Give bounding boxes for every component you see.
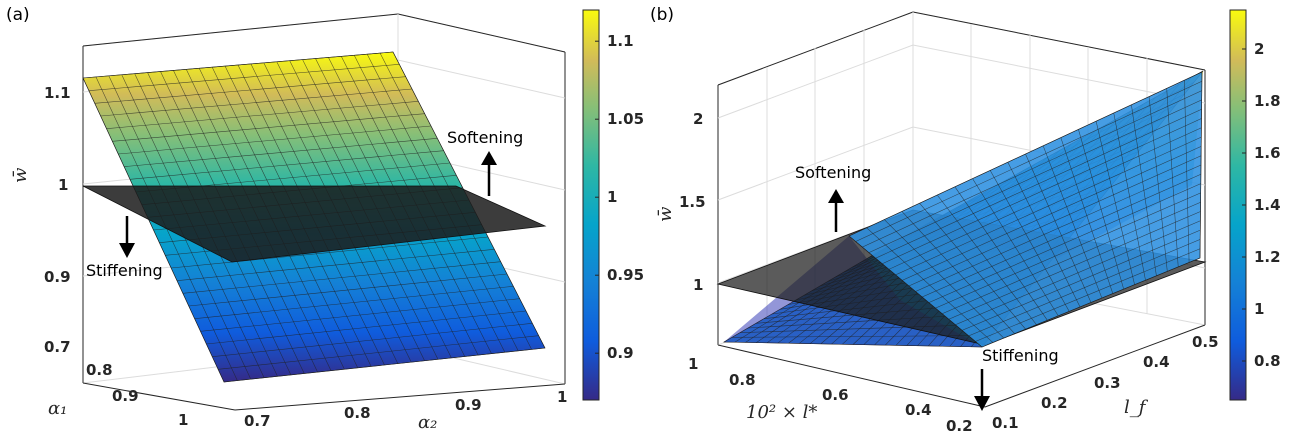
panel-b-x-tick: 0.5 <box>1192 333 1219 351</box>
stiffening-arrow-head <box>974 396 990 411</box>
panel-a: (a) 1.1 <box>6 5 644 433</box>
panel-b-x-tick: 0.3 <box>1094 374 1121 392</box>
panel-a-y-label: α₁ <box>48 398 67 419</box>
panel-b-label: (b) <box>650 5 674 25</box>
mesh-line <box>1199 71 1203 259</box>
panel-b-y-tick: 0.8 <box>729 371 756 389</box>
panel-a-x-label: α₂ <box>418 412 437 433</box>
panel-b-surface-mesh-front <box>848 71 1203 348</box>
mesh-line <box>1131 104 1157 276</box>
mesh-line <box>1007 162 1081 308</box>
mesh-line <box>1060 137 1114 294</box>
panel-a-colorbar: 0.9 0.95 1 1.05 1.1 <box>582 9 644 401</box>
colorbar-tick-label: 1.8 <box>1254 92 1281 110</box>
mesh-line <box>866 227 994 343</box>
mesh-line <box>1042 145 1103 299</box>
panel-a-stiffening-annotation: Stiffening <box>86 216 163 280</box>
panel-b-z-ticks: 1 1.5 2 <box>679 110 706 294</box>
mesh-line <box>1148 96 1168 272</box>
panel-b-y-tick: 0.4 <box>905 401 932 419</box>
panel-b-x-ticks: 0.1 0.2 0.3 0.4 0.5 <box>992 333 1219 432</box>
panel-b-y-tick: 0.6 <box>822 386 849 404</box>
colorbar-tick-label: 2 <box>1254 40 1264 58</box>
panel-a-x-tick: 0.7 <box>244 412 271 430</box>
mesh-line <box>82 77 225 383</box>
panel-a-y-tick: 1 <box>178 411 188 429</box>
mesh-line <box>1113 112 1146 281</box>
colorbar-tick-label: 0.8 <box>1254 352 1281 370</box>
panel-a-x-tick: 1 <box>557 388 567 406</box>
panel-a-x-tick: 0.9 <box>455 396 482 414</box>
mesh-line <box>937 194 1037 325</box>
colorbar-tick-label: 1.05 <box>607 110 644 128</box>
panel-a-reference-plane <box>82 185 547 263</box>
colorbar-tick-label: 1.1 <box>607 32 634 50</box>
mesh-line <box>1184 80 1190 263</box>
panel-b-y-tick: 0.2 <box>946 417 973 434</box>
mesh-line <box>1025 153 1092 303</box>
panel-a-y-tick: 0.9 <box>112 387 139 405</box>
colorbar-tick-label: 0.95 <box>607 266 644 284</box>
mesh-line <box>1078 129 1124 290</box>
panel-b-y-label: 10² × l* <box>746 402 817 423</box>
colorbar-tick-label: 0.9 <box>607 344 634 362</box>
softening-arrow-head <box>481 151 497 165</box>
panel-a-y-tick: 0.7 <box>44 338 71 356</box>
panel-a-softening-annotation: Softening <box>447 128 523 196</box>
mesh-line <box>954 186 1048 321</box>
panel-a-stiffening-label: Stiffening <box>86 261 163 280</box>
mesh-line <box>884 219 1004 339</box>
panel-a-colorbar-bar <box>582 9 600 401</box>
colorbar-tick-label: 1.6 <box>1254 144 1281 162</box>
panel-b-softening-label: Softening <box>795 163 871 182</box>
colorbar-tick-label: 1 <box>1254 300 1264 318</box>
panel-b-colorbar: 0.8 1 1.2 1.4 1.6 1.8 2 <box>1229 9 1281 401</box>
stiffening-arrow-head <box>119 243 135 258</box>
panel-a-x-ticks: 0.7 0.8 0.9 1 <box>244 388 567 430</box>
panel-a-colorbar-ticks: 0.9 0.95 1 1.05 1.1 <box>595 32 644 362</box>
panel-b-x-label: l_f <box>1124 397 1149 418</box>
colorbar-tick-label: 1.2 <box>1254 248 1281 266</box>
panel-b-x-tick: 0.2 <box>1041 394 1068 412</box>
panel-b: (b) <box>650 5 1281 434</box>
mesh-line <box>848 235 983 348</box>
mesh-line <box>972 178 1059 316</box>
panel-a-z-label: w̄ <box>10 167 31 183</box>
mesh-line <box>919 203 1026 330</box>
panel-b-stiffening-annotation: Stiffening <box>974 346 1059 411</box>
mesh-line <box>1095 121 1135 285</box>
panel-a-z-ticks: 1.1 1 0.9 <box>44 84 71 286</box>
panel-b-z-tick: 1.5 <box>679 193 706 211</box>
colorbar-tick-label: 1.4 <box>1254 196 1281 214</box>
panel-a-x-tick: 0.8 <box>344 404 371 422</box>
panel-a-softening-label: Softening <box>447 128 523 147</box>
panel-b-softening-annotation: Softening <box>795 163 871 232</box>
panel-b-z-tick: 2 <box>693 110 703 128</box>
panel-b-y-tick: 1 <box>688 355 698 373</box>
panel-b-z-tick: 1 <box>693 276 703 294</box>
panel-b-y-ticks: 1 0.8 0.6 0.4 0.2 <box>688 355 973 434</box>
mesh-line <box>989 170 1070 312</box>
panel-b-x-tick: 0.1 <box>992 414 1019 432</box>
softening-arrow-head <box>828 189 844 203</box>
panel-b-x-tick: 0.4 <box>1143 353 1170 371</box>
panel-b-colorbar-ticks: 0.8 1 1.2 1.4 1.6 1.8 2 <box>1242 40 1281 370</box>
mesh-line <box>1166 88 1179 267</box>
colorbar-tick-label: 1 <box>607 188 617 206</box>
panel-a-label: (a) <box>6 5 30 25</box>
panel-a-y-tick: 0.8 <box>86 361 113 379</box>
mesh-line <box>901 211 1015 334</box>
mesh-line <box>723 341 983 348</box>
panel-a-z-tick: 0.9 <box>44 268 71 286</box>
panel-b-stiffening-label: Stiffening <box>982 346 1059 365</box>
panel-a-z-tick: 1 <box>58 176 68 194</box>
panel-a-y-ticks: 0.7 0.8 0.9 1 <box>44 338 188 429</box>
panel-b-z-label: w̄ <box>655 206 676 222</box>
panel-a-z-tick: 1.1 <box>44 84 71 102</box>
